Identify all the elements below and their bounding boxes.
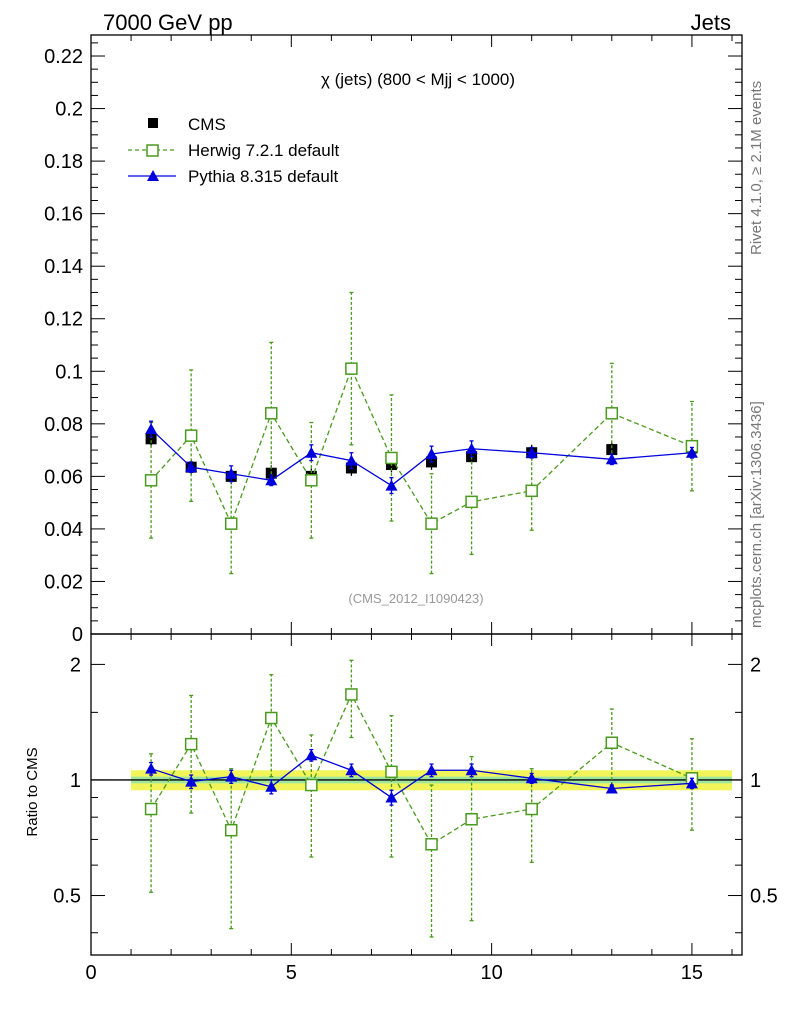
main-data-point [144, 474, 158, 487]
main-data-point [225, 467, 238, 479]
ratio-data-point [605, 782, 618, 794]
x-tick-label: 0 [85, 962, 96, 984]
ratio-data-point [345, 688, 358, 701]
main-data-point [305, 474, 318, 487]
legend-pythia-label: Pythia 8.315 default [188, 167, 339, 186]
main-data-point [685, 446, 698, 458]
data-series [144, 291, 699, 938]
main-data-point [145, 423, 158, 435]
main-y-tick-label: 0.16 [44, 204, 83, 226]
ratio-data-point [465, 764, 478, 776]
main-data-point [265, 407, 278, 420]
ratio-series-1 [145, 748, 698, 806]
ratio-data-point [345, 764, 358, 776]
ratio-data-point [224, 823, 238, 837]
main-data-point [525, 446, 538, 458]
main-data-point [425, 448, 438, 460]
main-data-point [345, 362, 358, 375]
x-tick-label: 10 [480, 962, 502, 984]
process-label: Jets [691, 10, 731, 35]
main-y-tick-label: 0.22 [44, 46, 83, 68]
ratio-plot-frame [90, 633, 743, 956]
ratio-data-point [425, 838, 438, 851]
main-y-tick-label: 0.06 [44, 466, 83, 488]
ratio-series-0 [144, 659, 699, 938]
ratio-data-point [185, 775, 198, 787]
ratio-data-point [525, 772, 538, 784]
main-data-point [385, 479, 398, 491]
ratio-data-point [225, 770, 238, 782]
plot-title: χ (jets) (800 < Mjj < 1000) [321, 70, 515, 89]
main-data-point [425, 517, 438, 530]
main-y-tick-label: 0.08 [44, 414, 83, 436]
main-series-1 [144, 291, 699, 575]
ratio-data-point [265, 711, 278, 725]
ratio-y-tick-label: 0.5 [53, 886, 81, 908]
main-data-point [606, 444, 618, 456]
x-tick-label: 5 [286, 962, 297, 984]
ratio-y-tick-label: 2 [70, 654, 81, 676]
ratio-data-point [305, 749, 318, 761]
ratio-data-point [265, 780, 278, 792]
ratio-y-tick-label-right: 2 [750, 654, 761, 676]
main-series-line [150, 366, 693, 526]
main-data-point [465, 442, 478, 454]
ratio-series-line [150, 754, 692, 799]
main-data-point [385, 451, 398, 465]
ratio-y-tick-label: 1 [70, 770, 81, 792]
ratio-y-tick-label-right: 0.5 [750, 886, 778, 908]
main-y-tick-label: 0.02 [44, 571, 83, 593]
x-tick-label: 15 [681, 962, 703, 984]
ratio-data-point [305, 778, 318, 792]
main-y-tick-label: 0.1 [55, 361, 83, 383]
ratio-data-point [685, 777, 698, 789]
main-data-point [345, 454, 358, 466]
ratio-data-point [144, 802, 158, 816]
main-data-point [525, 484, 538, 498]
ratio-data-point [525, 802, 538, 816]
legend: CMS Herwig 7.2.1 default Pythia 8.315 de… [128, 115, 339, 186]
main-y-tick-label: 0 [72, 624, 83, 646]
analysis-id-annotation: (CMS_2012_I1090423) [348, 591, 483, 606]
main-data-point [185, 461, 198, 473]
legend-herwig-marker [146, 144, 159, 157]
ratio-data-point [605, 736, 619, 750]
main-data-point [184, 429, 198, 442]
main-data-point [605, 407, 619, 420]
main-data-point [305, 446, 318, 458]
legend-herwig-label: Herwig 7.2.1 default [188, 141, 339, 160]
main-y-tick-label: 0.12 [44, 309, 83, 331]
main-data-point [265, 474, 278, 486]
main-y-tick-label: 0.2 [55, 99, 83, 121]
ratio-y-tick-label-right: 1 [750, 770, 761, 792]
main-data-point [605, 453, 618, 465]
main-series-2 [145, 420, 698, 495]
energy-label: 7000 GeV pp [103, 10, 233, 35]
ratio-data-point [465, 813, 478, 826]
ratio-data-point [145, 762, 158, 774]
main-y-tick-label: 0.18 [44, 151, 83, 173]
main-data-point [465, 495, 478, 509]
ratio-series-line [150, 692, 693, 846]
main-data-point [145, 433, 157, 445]
main-data-point [224, 517, 238, 530]
ratio-data-point [425, 764, 438, 776]
rivet-events-label: Rivet 4.1.0, ≥ 2.1M events [748, 81, 765, 255]
main-y-tick-label: 0.04 [44, 519, 83, 541]
legend-cms-marker [148, 118, 158, 128]
main-series-line [150, 428, 692, 487]
ratio-y-axis-label: Ratio to CMS [24, 747, 41, 836]
mcplots-source-label: mcplots.cern.ch [arXiv:1306.3436] [748, 401, 765, 628]
ratio-data-point [385, 765, 398, 779]
legend-cms-label: CMS [188, 115, 226, 134]
main-y-tick-label: 0.14 [44, 256, 83, 278]
legend-pythia-marker [147, 170, 159, 181]
ratio-data-point [385, 791, 398, 803]
axes: 0 5 10 15 0 0.02 0.04 0.06 0.08 0.1 0.12 0.14 0.16 0.… [44, 34, 778, 984]
ratio-data-point [184, 737, 198, 751]
